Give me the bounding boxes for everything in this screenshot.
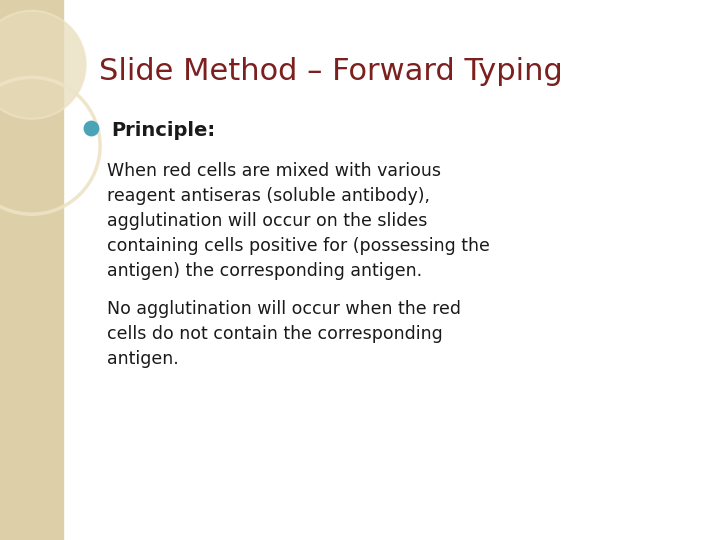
Bar: [0, 0, 63, 540]
Text: When red cells are mixed with various
reagent antiseras (soluble antibody),
aggl: When red cells are mixed with various re…: [107, 162, 490, 280]
Text: Principle:: Principle:: [112, 122, 216, 140]
Ellipse shape: [84, 122, 99, 136]
Ellipse shape: [0, 11, 86, 119]
Text: Slide Method – Forward Typing: Slide Method – Forward Typing: [99, 57, 563, 86]
Text: No agglutination will occur when the red
cells do not contain the corresponding
: No agglutination will occur when the red…: [107, 300, 461, 368]
